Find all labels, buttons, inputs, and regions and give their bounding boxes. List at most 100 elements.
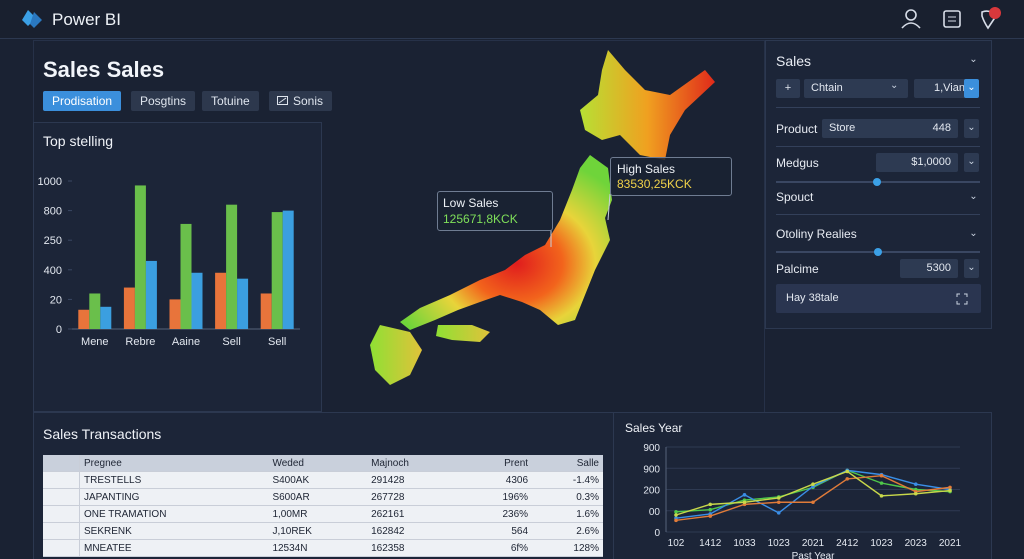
cell: 236% [462, 505, 533, 523]
y-tick-label: 1000 [38, 176, 62, 188]
y-tick-label: 900 [643, 443, 660, 454]
y-tick-label: 20 [50, 294, 62, 306]
filter-label: Palcime [776, 262, 819, 276]
point [674, 518, 678, 523]
x-tick-label: Sell [222, 336, 240, 348]
shikoku [436, 325, 490, 342]
collapse[interactable]: ⌄ [969, 54, 978, 65]
field-box[interactable]: Store 448 [822, 119, 958, 138]
x-tick-label: 1023 [870, 538, 893, 549]
x-tick-label: 2412 [836, 538, 859, 549]
table-title: Sales Transactions [43, 426, 162, 442]
low-callout: Low Sales 125671,8KCK [437, 191, 553, 231]
y-tick-label: 0 [654, 528, 660, 539]
point [776, 496, 781, 500]
point [913, 491, 918, 496]
value-box[interactable]: $1,0000 [876, 153, 958, 172]
cell: S400AK [268, 471, 368, 489]
bar [282, 210, 294, 329]
point [879, 494, 884, 498]
point [845, 477, 850, 481]
point [674, 513, 678, 517]
table-row: ONE TRAMATION 1,00MR 262161 236% 1.6% [43, 505, 603, 523]
dropdown-value[interactable]: 1,Vian [914, 79, 972, 98]
point [811, 482, 815, 486]
y-tick-label: 900 [643, 464, 660, 475]
hokkaido [580, 50, 715, 160]
cell: 0.3% [532, 488, 603, 506]
x-tick-label: Rebre [125, 336, 155, 348]
point [708, 502, 713, 507]
search-input[interactable]: Hay 38tale [776, 284, 981, 313]
point [948, 488, 952, 493]
value-toggle[interactable]: ⌄ [964, 153, 979, 172]
column-header: Weded [268, 455, 368, 472]
value-toggle[interactable]: ⌄ [964, 259, 979, 278]
bar [145, 260, 157, 329]
y-tick-label: 250 [44, 235, 62, 247]
row-index-cell [43, 455, 80, 472]
field-toggle[interactable]: ⌄ [964, 119, 979, 138]
table-header: Pregnee Weded Majnoch Prent Salle [43, 455, 603, 472]
x-tick-label: 2021 [939, 538, 962, 549]
point [879, 481, 884, 485]
expand[interactable]: ⌄ [969, 191, 978, 202]
table-row: MNEATEE 12534N 162358 6f% 128% [43, 539, 603, 557]
slider-handle[interactable] [873, 178, 881, 186]
logo-icon [22, 10, 42, 28]
y-tick-label: 400 [44, 265, 62, 277]
high-value: 83530,25KCK [617, 177, 692, 191]
cell: J,10REK [268, 522, 368, 540]
field: Store [829, 122, 856, 134]
field-value: 448 [932, 122, 951, 134]
slider-handle[interactable] [874, 248, 882, 256]
point [776, 500, 781, 505]
tab[interactable]: Totuine [202, 91, 259, 111]
bar-title: Top stelling [43, 133, 114, 149]
tab[interactable]: Posgtins [131, 91, 196, 111]
cell: 291428 [367, 471, 463, 489]
value-box[interactable]: 5300 [900, 259, 958, 278]
low-label: Low Sales [443, 196, 499, 210]
x-tick-label: Aaine [172, 336, 200, 348]
cell: MNEATEE [79, 539, 269, 557]
tab[interactable]: Prodisation [43, 91, 122, 111]
cell: 564 [462, 522, 533, 540]
add-button[interactable]: + [776, 79, 800, 98]
filter-label: Product [776, 122, 818, 136]
separator [776, 107, 980, 108]
table-row: TRESTELLS S400AK 291428 4306 -1.4% [43, 471, 603, 489]
expand-icon [956, 293, 968, 305]
dropdown[interactable]: Chtain [804, 79, 908, 98]
cell: 128% [532, 539, 603, 557]
cell: 1,00MR [268, 505, 368, 523]
bar [226, 204, 238, 329]
point [674, 510, 678, 514]
column-header: Salle [532, 455, 603, 472]
x-tick-label: Mene [81, 336, 109, 348]
row-index-cell [43, 505, 80, 523]
bar [78, 309, 90, 329]
high-callout: High Sales 83530,25KCK [610, 157, 732, 196]
cell: 196% [462, 488, 533, 506]
header-icons[interactable] [900, 6, 1010, 32]
bar [169, 299, 181, 329]
bar [260, 293, 272, 329]
dropdown-toggle[interactable]: ⌄ [964, 79, 979, 98]
row-index-cell [43, 522, 80, 540]
point [742, 500, 747, 505]
kyushu [370, 325, 422, 385]
cell: 162358 [367, 539, 463, 557]
cell: SEKRENK [79, 522, 269, 540]
row-index-cell [43, 488, 80, 506]
x-tick-label: 2021 [802, 538, 825, 549]
x-tick-label: 2023 [905, 538, 928, 549]
table-row: SEKRENK J,10REK 162842 564 2.6% [43, 522, 603, 540]
expand[interactable]: ⌄ [969, 228, 978, 239]
transactions-table: Pregnee Weded Majnoch Prent Salle TRESTELLS S4… [43, 455, 603, 557]
filter-label: Spouct [776, 190, 814, 204]
row-index-cell [43, 539, 80, 557]
cell: 4306 [462, 471, 533, 489]
cell: 12534N [268, 539, 368, 557]
